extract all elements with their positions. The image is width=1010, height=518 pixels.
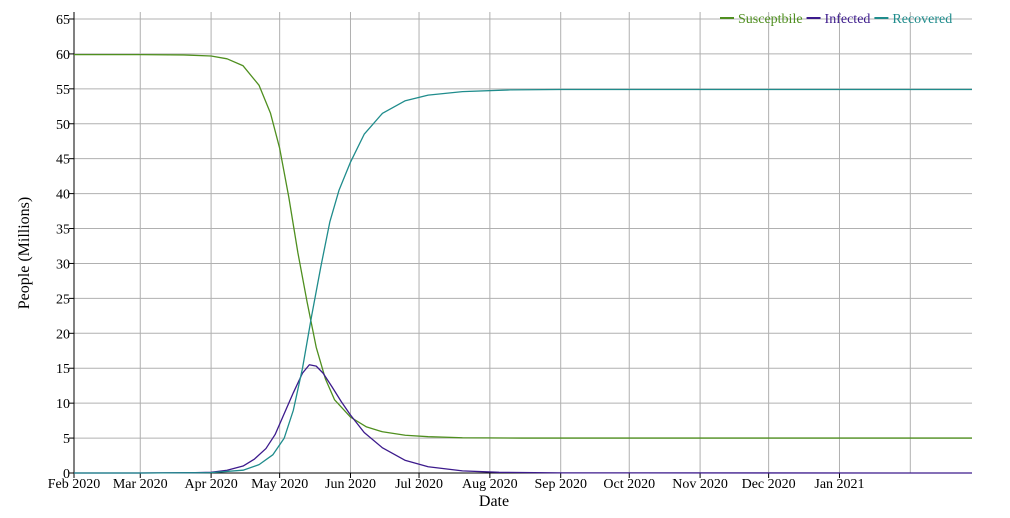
y-tick-label: 35 xyxy=(56,223,70,238)
x-tick-label: Feb 2020 xyxy=(48,477,101,492)
y-tick-label: 40 xyxy=(56,188,70,203)
x-tick-label: Jun 2020 xyxy=(325,477,376,492)
x-tick-label: Jul 2020 xyxy=(395,477,443,492)
legend-label-recovered: Recovered xyxy=(892,12,952,27)
x-tick-label: Sep 2020 xyxy=(534,477,587,492)
axes xyxy=(69,12,972,478)
x-tick-label: Dec 2020 xyxy=(742,477,796,492)
x-tick-labels: Feb 2020 Mar 2020 Apr 2020 May 2020 Jun 2020… xyxy=(48,477,865,492)
x-tick-label: Mar 2020 xyxy=(113,477,168,492)
y-tick-label: 20 xyxy=(56,327,70,342)
series-line-recovered xyxy=(74,88,972,474)
grid xyxy=(73,12,972,474)
x-tick-label: Aug 2020 xyxy=(462,477,518,492)
y-tick-labels: 0 5 10 15 20 25 30 35 40 45 50 55 60 65 xyxy=(56,13,70,482)
y-tick-label: 5 xyxy=(63,432,70,447)
x-tick-label: May 2020 xyxy=(251,477,308,492)
x-tick-label: Apr 2020 xyxy=(184,477,237,492)
y-axis-title: People (Millions) xyxy=(16,197,33,309)
y-tick-label: 0 xyxy=(63,467,70,482)
y-tick-label: 15 xyxy=(56,362,70,377)
y-tick-label: 65 xyxy=(56,13,70,28)
x-axis-title: Date xyxy=(479,493,509,510)
series-lines xyxy=(74,53,973,474)
x-tick-label: Nov 2020 xyxy=(672,477,728,492)
y-tick-label: 60 xyxy=(56,48,70,63)
x-tick-label: Oct 2020 xyxy=(603,477,655,492)
y-tick-label: 25 xyxy=(56,292,70,307)
y-tick-label: 55 xyxy=(56,83,70,98)
legend: Susceptbile Infected Recovered xyxy=(720,12,952,27)
series-line-infected xyxy=(74,364,973,474)
legend-label-infected: Infected xyxy=(825,12,871,27)
y-tick-label: 30 xyxy=(56,257,70,272)
legend-label-susceptbile: Susceptbile xyxy=(738,12,803,27)
series-line-susceptbile xyxy=(74,53,972,439)
y-tick-label: 10 xyxy=(56,397,70,412)
y-tick-label: 50 xyxy=(56,118,70,133)
y-tick-label: 45 xyxy=(56,153,70,168)
x-tick-label: Jan 2021 xyxy=(814,477,864,492)
